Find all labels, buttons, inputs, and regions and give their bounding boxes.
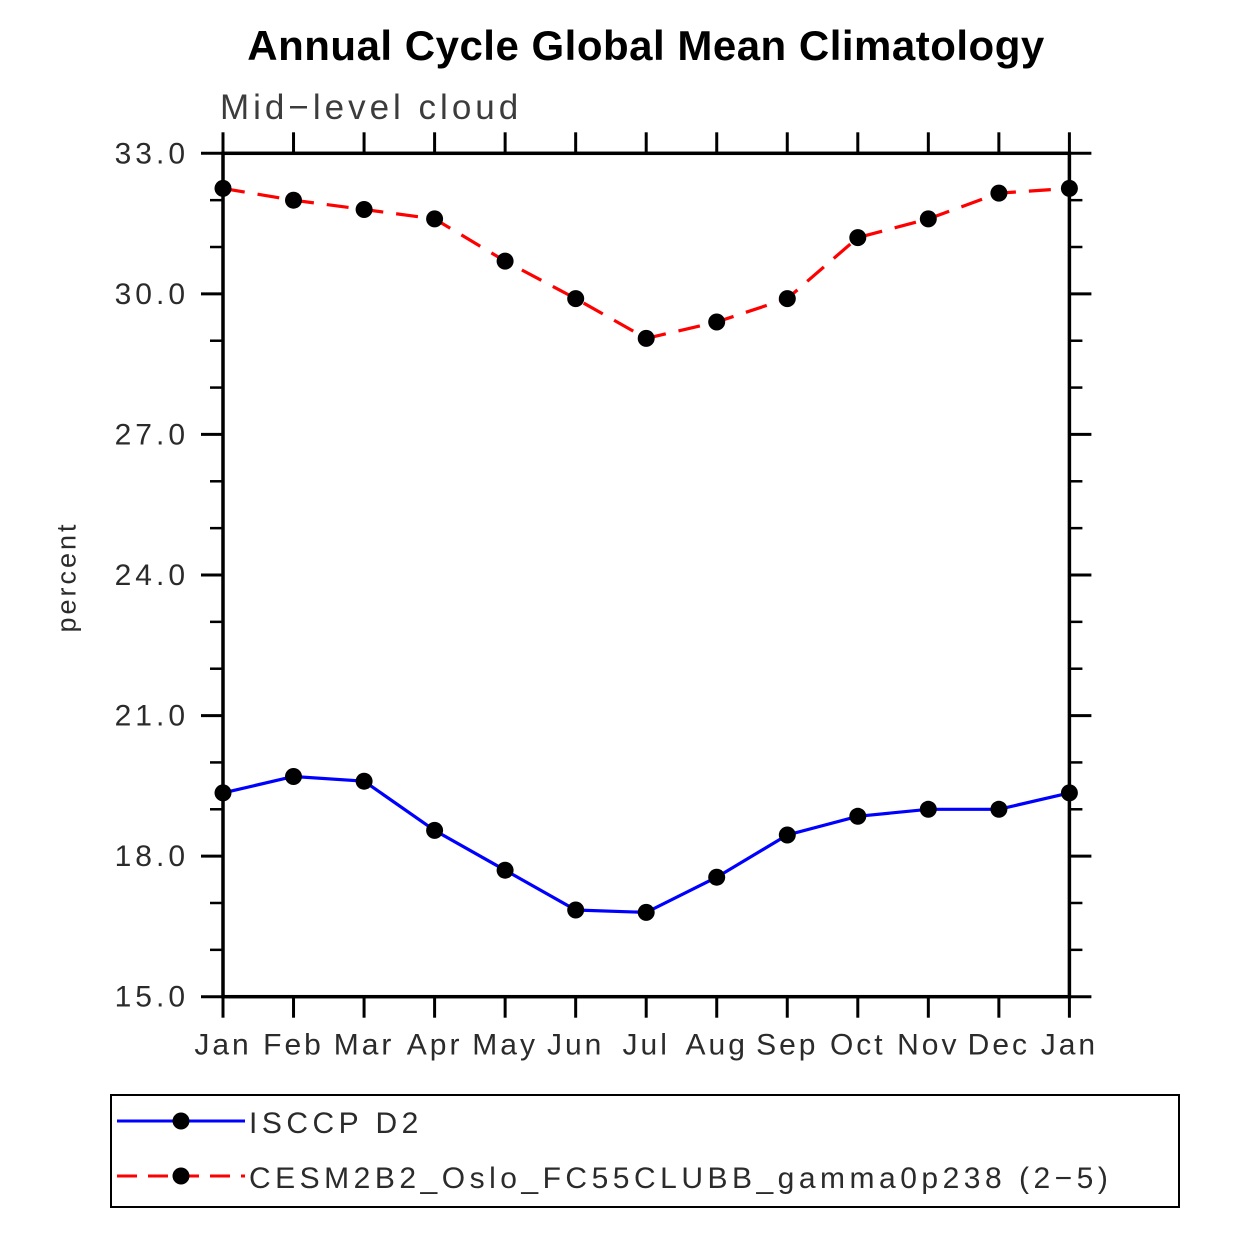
data-point-marker <box>990 800 1008 818</box>
data-point-marker <box>496 252 514 270</box>
x-tick-label: Jun <box>547 1029 604 1062</box>
data-point-marker <box>919 210 937 228</box>
chart-title: Annual Cycle Global Mean Climatology <box>247 22 1045 69</box>
data-point-marker <box>637 329 655 347</box>
legend-item-isccp: ISCCP D2 <box>112 1096 1178 1151</box>
series-line-solid <box>222 774 1070 915</box>
legend-label: CESM2B2_Oslo_FC55CLUBB_gamma0p238 (2−5) <box>249 1161 1113 1195</box>
plot-frame <box>221 151 1072 999</box>
x-tick-label: Jan <box>1041 1029 1098 1062</box>
x-tick-label: Nov <box>897 1029 959 1062</box>
legend-label: ISCCP D2 <box>249 1106 423 1140</box>
x-tick-label: Jan <box>194 1029 251 1062</box>
legend-line-sample-solid <box>116 1109 246 1138</box>
data-point-marker <box>1060 784 1078 802</box>
data-point-marker <box>355 772 373 790</box>
y-tick-label: 30.0 <box>115 278 189 311</box>
data-point-marker <box>778 826 796 844</box>
legend-box: ISCCP D2 CESM2B2_Oslo_FC55CLUBB_gamma0p2… <box>110 1094 1180 1208</box>
x-tick-label: Mar <box>334 1029 395 1062</box>
data-point-marker <box>708 868 726 886</box>
x-tick-label: Sep <box>756 1029 818 1062</box>
x-tick-label: Dec <box>968 1029 1030 1062</box>
x-tick-label: Oct <box>830 1029 886 1062</box>
chart-subtitle: Mid−level cloud <box>220 88 523 127</box>
legend-sample-marker <box>172 1167 190 1185</box>
legend-sample-marker <box>172 1112 190 1130</box>
data-point-marker <box>990 184 1008 202</box>
data-point-marker <box>919 800 937 818</box>
x-tick-label: May <box>472 1029 538 1062</box>
data-point-marker <box>355 201 373 218</box>
y-tick-label: 27.0 <box>115 418 189 451</box>
data-point-marker <box>567 901 585 919</box>
data-point-marker <box>567 290 585 308</box>
data-point-marker <box>849 807 867 825</box>
data-point-marker <box>778 290 796 308</box>
data-point-marker <box>285 768 302 785</box>
x-tick-label: Feb <box>263 1029 324 1062</box>
data-point-marker <box>849 229 867 247</box>
data-point-marker <box>285 191 302 209</box>
data-point-marker <box>496 861 514 879</box>
x-tick-label: Aug <box>686 1029 748 1062</box>
data-point-marker <box>637 903 655 921</box>
data-point-marker <box>426 821 444 839</box>
series-line-dashed <box>222 186 1070 341</box>
data-point-marker <box>708 313 726 331</box>
legend-line-sample-dashed <box>116 1164 246 1193</box>
x-tick-label: Apr <box>407 1029 463 1062</box>
y-tick-label: 24.0 <box>115 559 189 592</box>
y-tick-label: 21.0 <box>115 700 189 733</box>
legend-sample-svg <box>117 1167 245 1185</box>
y-tick-label: 15.0 <box>115 981 189 1014</box>
y-tick-label: 33.0 <box>115 137 189 170</box>
data-point-marker <box>214 179 232 197</box>
data-point-marker <box>1060 179 1078 197</box>
legend-sample-svg <box>117 1112 245 1130</box>
x-tick-label: Jul <box>623 1029 670 1062</box>
legend-item-cesm: CESM2B2_Oslo_FC55CLUBB_gamma0p238 (2−5) <box>112 1151 1178 1206</box>
y-tick-label: 18.0 <box>115 840 189 873</box>
data-point-marker <box>426 210 444 228</box>
data-point-marker <box>214 784 232 802</box>
